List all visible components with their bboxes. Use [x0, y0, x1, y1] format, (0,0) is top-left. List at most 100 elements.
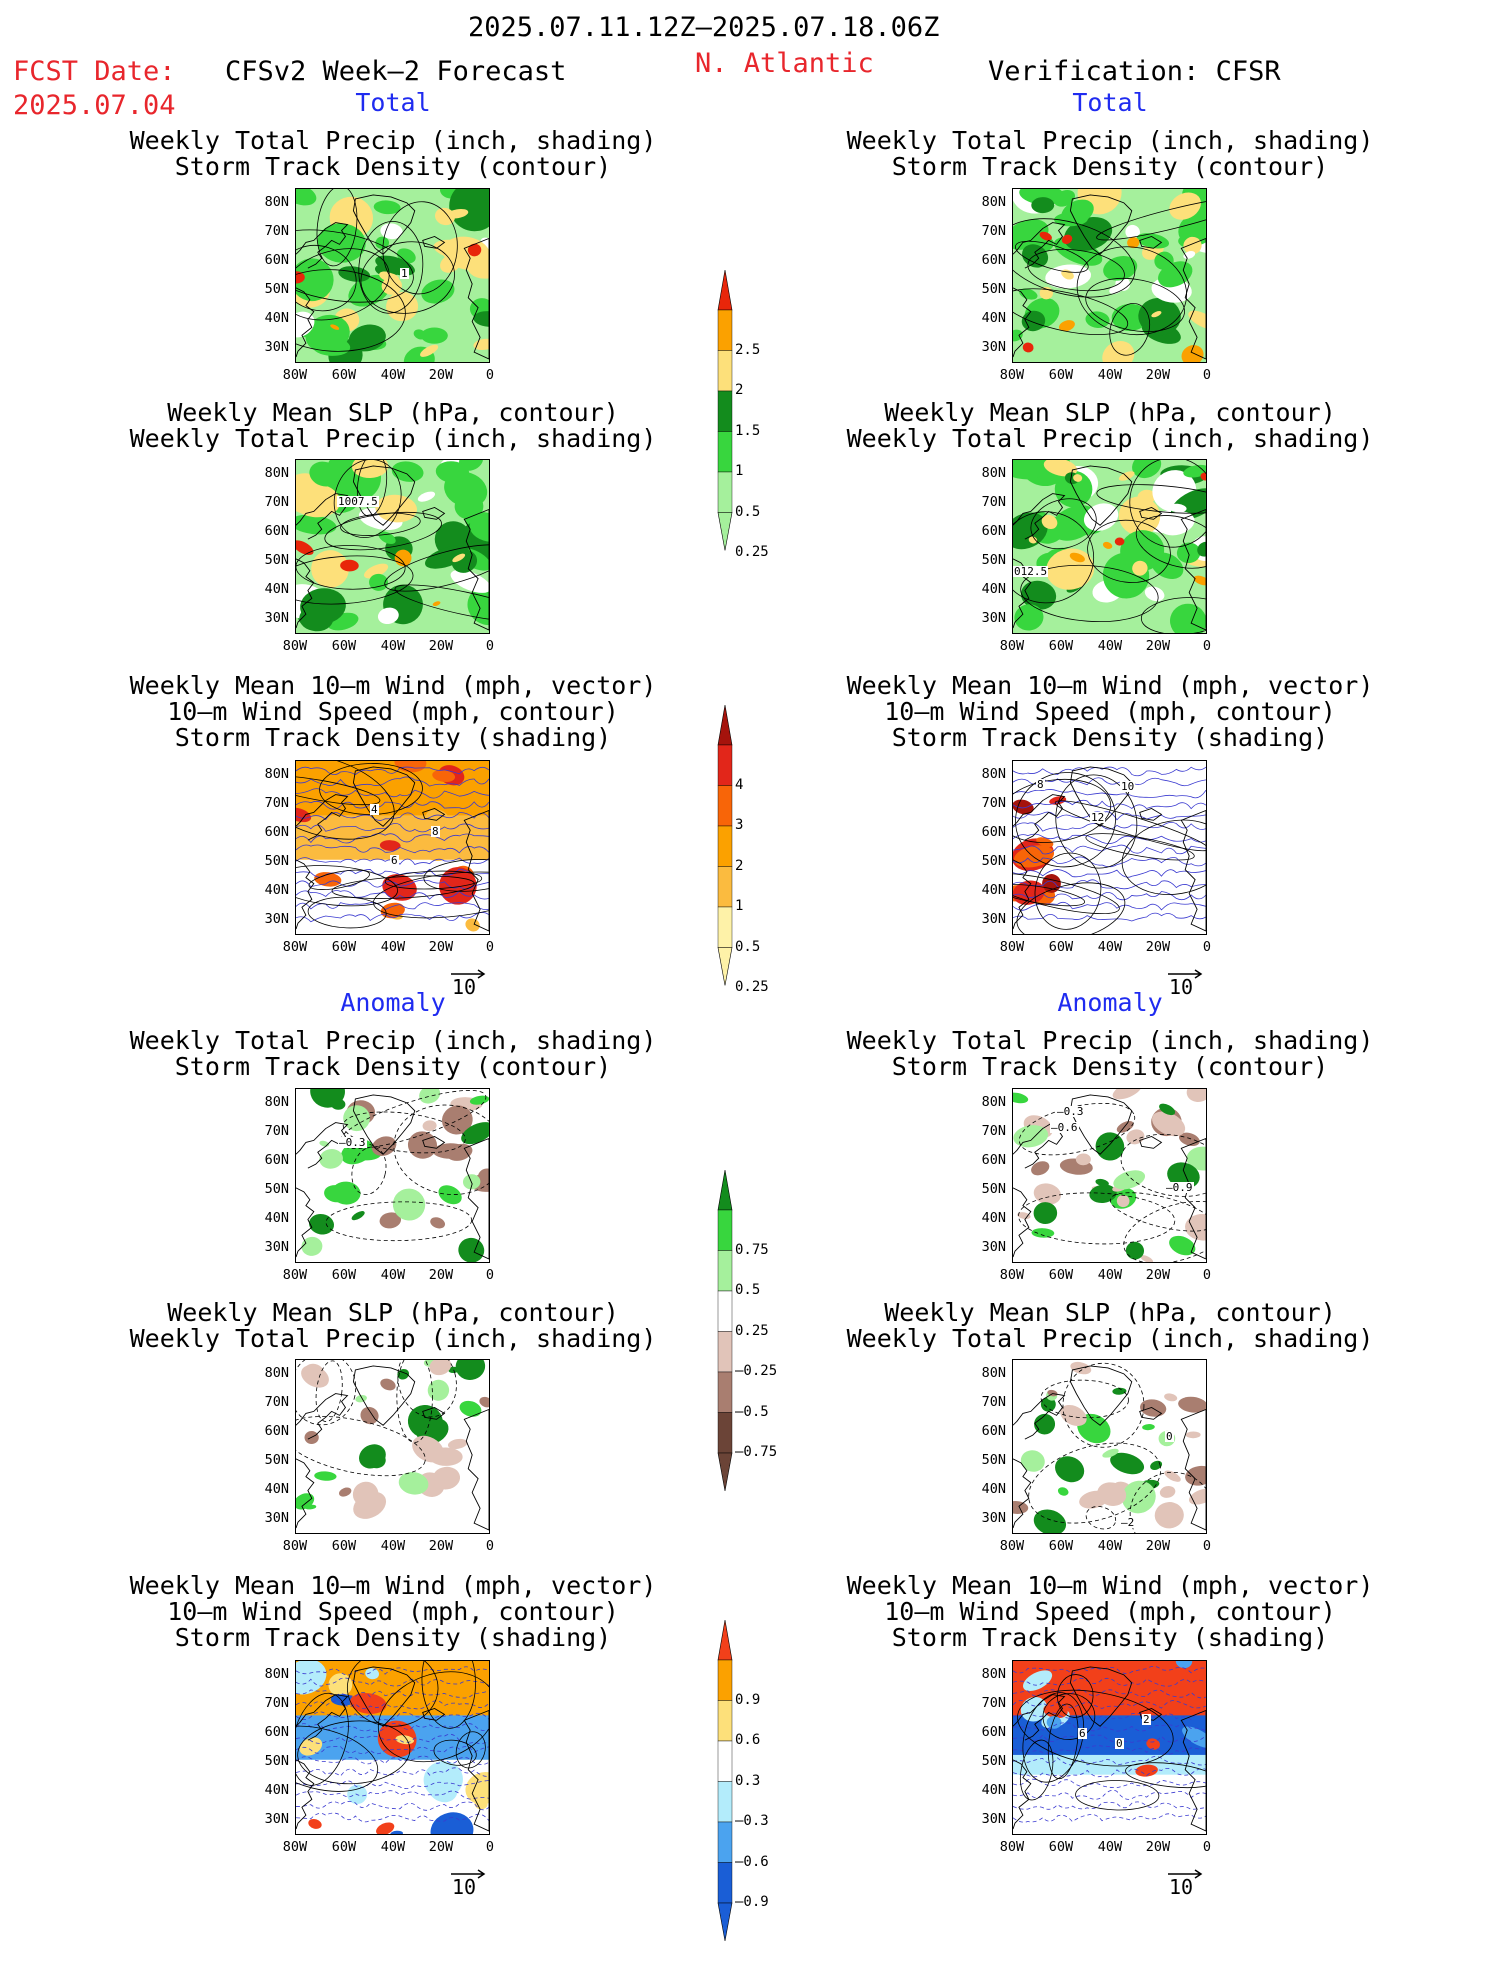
- lat-label: 30N: [981, 610, 1006, 626]
- title-ver-row3-line3: Storm Track Density (shading): [891, 723, 1329, 752]
- vector-ref-ver-anom: 10: [1169, 1875, 1194, 1899]
- colorbar-storm_anom: [717, 1619, 733, 1942]
- section-anomaly-left: Anomaly: [340, 988, 446, 1017]
- lat-label: 30N: [264, 1239, 289, 1255]
- lon-label: 80W: [282, 939, 308, 955]
- contour-label: 10: [1120, 780, 1136, 793]
- colorbar-label: –0.6: [735, 1853, 769, 1870]
- lon-label: 40W: [380, 638, 406, 654]
- lat-label: 50N: [264, 853, 289, 869]
- lat-label: 40N: [981, 1210, 1006, 1226]
- lon-label: 0: [1202, 1839, 1212, 1855]
- colorbar-label: 0.5: [735, 938, 761, 955]
- lat-label: 70N: [264, 223, 289, 239]
- lat-label: 80N: [981, 1365, 1006, 1381]
- lat-label: 50N: [981, 1753, 1006, 1769]
- lon-label: 40W: [380, 939, 406, 955]
- colorbar-label: 0.6: [735, 1732, 761, 1748]
- region-label: N. Atlantic: [695, 48, 874, 79]
- title-ver-row6-line3: Storm Track Density (shading): [891, 1623, 1329, 1652]
- contour-label: –0.6: [1050, 1121, 1079, 1134]
- lon-label: 20W: [1145, 367, 1171, 383]
- contour-label: 2: [1142, 1713, 1151, 1726]
- fc-wind-storm-anom-map: [295, 1660, 490, 1835]
- lon-label: 20W: [428, 1839, 454, 1855]
- lat-label: 50N: [264, 1181, 289, 1197]
- lon-label: 20W: [1145, 939, 1171, 955]
- lon-label: 40W: [380, 1267, 406, 1283]
- lon-label: 20W: [1145, 638, 1171, 654]
- lon-label: 40W: [380, 1839, 406, 1855]
- colorbar-label: 4: [735, 776, 744, 793]
- contour-label: –0.9: [1165, 1181, 1194, 1194]
- colorbar-label: 0.25: [735, 544, 769, 560]
- lon-label: 60W: [331, 367, 357, 383]
- title-fc-row2-line2: Weekly Total Precip (inch, shading): [129, 424, 657, 453]
- lat-label: 50N: [981, 1181, 1006, 1197]
- colorbar-precip_anom: [717, 1169, 733, 1492]
- lon-label: 60W: [1048, 367, 1074, 383]
- ver-slp-precip-anom-map: [1012, 1359, 1207, 1534]
- lat-label: 60N: [981, 252, 1006, 268]
- lon-label: 20W: [428, 1267, 454, 1283]
- lat-label: 60N: [264, 252, 289, 268]
- colorbar-label: 0.3: [735, 1772, 761, 1789]
- title-fc-row4-line2: Storm Track Density (contour): [174, 1052, 612, 1081]
- title-ver-row2-line2: Weekly Total Precip (inch, shading): [846, 424, 1374, 453]
- lon-label: 40W: [1097, 1839, 1123, 1855]
- lon-label: 40W: [1097, 939, 1123, 955]
- lat-label: 50N: [264, 552, 289, 568]
- lon-label: 40W: [380, 367, 406, 383]
- ver-precip-storm-map: [1012, 188, 1207, 363]
- lat-label: 30N: [264, 911, 289, 927]
- lat-label: 70N: [981, 1695, 1006, 1711]
- lon-label: 0: [485, 367, 495, 383]
- lat-label: 50N: [264, 281, 289, 297]
- lon-label: 80W: [999, 1839, 1025, 1855]
- lon-label: 20W: [428, 939, 454, 955]
- lat-label: 40N: [264, 1782, 289, 1798]
- lon-label: 40W: [1097, 1538, 1123, 1554]
- title-fc-row4-line1: Weekly Total Precip (inch, shading): [129, 1026, 657, 1055]
- lat-label: 80N: [981, 194, 1006, 210]
- lat-label: 40N: [264, 310, 289, 326]
- colorbar-label: –0.25: [735, 1363, 778, 1379]
- lat-label: 60N: [264, 824, 289, 840]
- contour-label: –0.3: [338, 1136, 367, 1149]
- lat-label: 50N: [981, 281, 1006, 297]
- lon-label: 80W: [999, 367, 1025, 383]
- section-anomaly-right: Anomaly: [1057, 988, 1163, 1017]
- lat-label: 60N: [264, 1724, 289, 1740]
- lat-label: 80N: [981, 766, 1006, 782]
- colorbar-label: 0.25: [735, 979, 769, 995]
- fc-slp-precip-anom-map: [295, 1359, 490, 1534]
- lat-label: 40N: [264, 1481, 289, 1497]
- colorbar-label: 2: [735, 382, 744, 398]
- lon-label: 40W: [1097, 638, 1123, 654]
- colorbar-label: 1.5: [735, 422, 761, 439]
- lat-label: 30N: [264, 610, 289, 626]
- lat-label: 40N: [981, 1782, 1006, 1798]
- title-ver-row2-line1: Weekly Mean SLP (hPa, contour): [884, 398, 1336, 427]
- forecast-period: 2025.07.11.12Z–2025.07.18.06Z: [468, 12, 940, 43]
- title-ver-row1-line2: Storm Track Density (contour): [891, 152, 1329, 181]
- contour-label: 6: [390, 854, 399, 867]
- title-fc-row2-line1: Weekly Mean SLP (hPa, contour): [167, 398, 619, 427]
- lon-label: 0: [485, 1839, 495, 1855]
- lon-label: 60W: [331, 1839, 357, 1855]
- colorbar-label: –0.5: [735, 1403, 769, 1420]
- lat-label: 70N: [264, 1394, 289, 1410]
- lon-label: 0: [1202, 367, 1212, 383]
- lat-label: 60N: [264, 1152, 289, 1168]
- colorbar-label: –0.75: [735, 1444, 778, 1460]
- lat-label: 40N: [264, 1210, 289, 1226]
- colorbar-label: 1: [735, 463, 744, 479]
- lat-label: 70N: [264, 494, 289, 510]
- colorbar-label: 0.25: [735, 1322, 769, 1339]
- colorbar-label: 0.5: [735, 1282, 761, 1298]
- title-fc-row1-line2: Storm Track Density (contour): [174, 152, 612, 181]
- lat-label: 40N: [981, 310, 1006, 326]
- colorbar-label: –0.3: [735, 1813, 769, 1829]
- contour-label: 1: [400, 267, 409, 280]
- lat-label: 70N: [981, 1394, 1006, 1410]
